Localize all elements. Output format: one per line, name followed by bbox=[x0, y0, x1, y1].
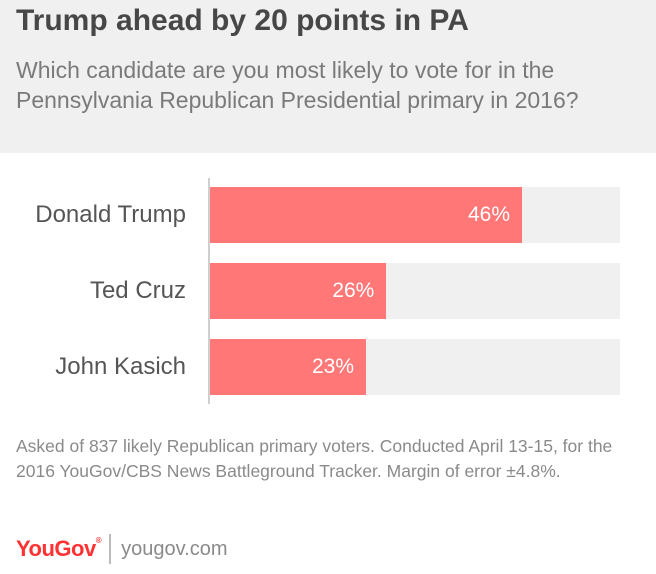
footer-divider bbox=[109, 534, 112, 564]
bar-track: 26% bbox=[210, 263, 620, 319]
yougov-logo[interactable]: YouGov® bbox=[16, 536, 102, 561]
footer: YouGov® yougov.com bbox=[16, 532, 227, 566]
bar-track: 46% bbox=[210, 187, 620, 243]
header-panel: Trump ahead by 20 points in PA Which can… bbox=[0, 0, 656, 153]
axis-line bbox=[208, 178, 210, 404]
site-link[interactable]: yougov.com bbox=[121, 537, 228, 560]
bar bbox=[210, 339, 366, 395]
category-label: Ted Cruz bbox=[89, 277, 186, 304]
value-label: 46% bbox=[467, 203, 510, 226]
category-label: Donald Trump bbox=[35, 201, 186, 228]
bar-row: Ted Cruz 26% bbox=[0, 263, 656, 319]
bar-chart: Donald Trump 46% Ted Cruz 26% John Kasich 23% bbox=[0, 178, 656, 408]
chart-title: Trump ahead by 20 points in PA bbox=[16, 4, 469, 37]
footnote: Asked of 837 likely Republican primary v… bbox=[16, 436, 613, 481]
value-label: 23% bbox=[311, 355, 354, 378]
bar-row: Donald Trump 46% bbox=[0, 187, 656, 243]
value-label: 26% bbox=[332, 279, 375, 302]
category-label: John Kasich bbox=[55, 353, 186, 380]
bar bbox=[210, 263, 387, 319]
bar bbox=[210, 187, 522, 243]
bar-row: John Kasich 23% bbox=[0, 339, 656, 395]
bar-track: 23% bbox=[210, 339, 620, 395]
chart-subtitle: Which candidate are you most likely to v… bbox=[16, 57, 579, 113]
